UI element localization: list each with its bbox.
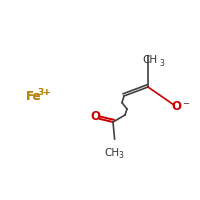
- Text: O: O: [90, 110, 100, 123]
- Text: 3+: 3+: [37, 88, 51, 97]
- Text: O: O: [171, 100, 181, 114]
- Text: Fe: Fe: [26, 90, 42, 102]
- Text: −: −: [182, 99, 189, 108]
- Text: 3+: 3+: [37, 88, 50, 97]
- Text: CH: CH: [142, 55, 157, 65]
- Text: CH: CH: [105, 148, 120, 158]
- Text: 3: 3: [159, 58, 164, 68]
- Text: Fe: Fe: [26, 90, 42, 102]
- Text: 3: 3: [119, 152, 123, 160]
